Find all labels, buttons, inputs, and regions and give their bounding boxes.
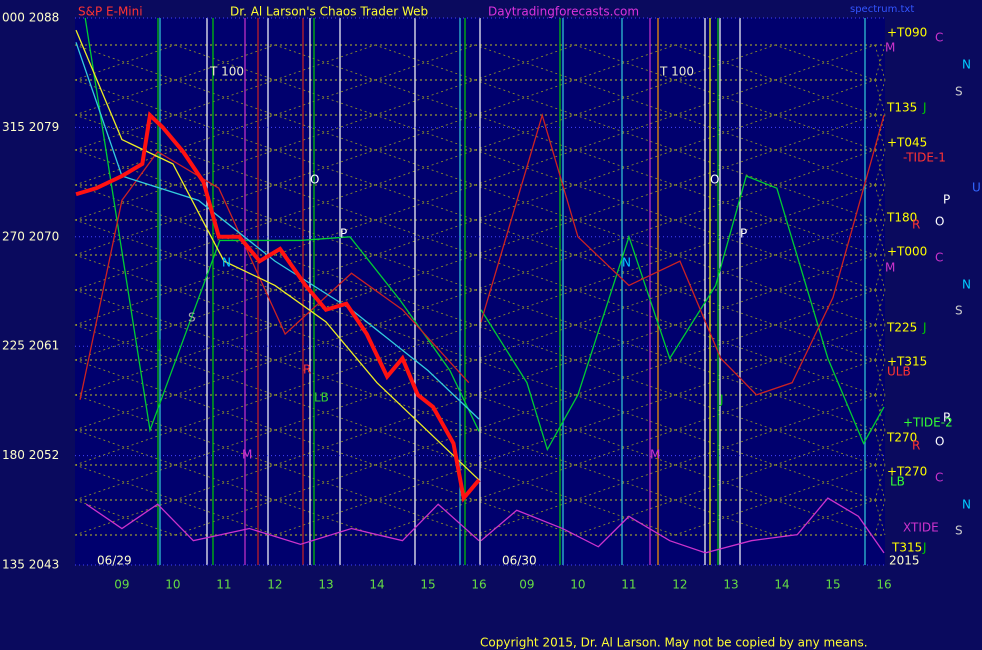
- annotation: R: [303, 363, 311, 377]
- x-tick-label: 15: [825, 578, 840, 592]
- annotation: P: [340, 227, 347, 241]
- annotation: S: [955, 304, 963, 318]
- annotation: C: [935, 471, 943, 485]
- x-tick-label: 13: [318, 578, 333, 592]
- annotation: C: [935, 251, 943, 265]
- x-tick-label: 14: [369, 578, 384, 592]
- annotation: J: [922, 101, 927, 115]
- series-line: [75, 111, 481, 503]
- annotation: N: [962, 58, 971, 72]
- x-tick-label: 15: [420, 578, 435, 592]
- y-tick-label: 180 2052: [2, 448, 59, 462]
- annotation: C: [935, 31, 943, 45]
- site: Daytradingforecasts.com: [488, 5, 639, 19]
- series-line: [85, 503, 480, 546]
- annotation: +T000: [887, 245, 927, 259]
- annotation: N: [222, 256, 231, 270]
- x-tick-label: 12: [672, 578, 687, 592]
- series-line: [79, 150, 470, 400]
- series-line: [75, 29, 480, 481]
- annotation: J: [157, 338, 162, 352]
- x-tick-label: 09: [114, 578, 129, 592]
- annotation: S: [955, 85, 963, 99]
- x-tick-label: 11: [621, 578, 636, 592]
- annotation: T315: [891, 541, 922, 555]
- annotation: XTIDE: [903, 521, 939, 535]
- date-label: 06/30: [502, 554, 537, 568]
- annotation: LB: [890, 475, 905, 489]
- annotation: N: [962, 498, 971, 512]
- x-tick-label: 11: [216, 578, 231, 592]
- y-tick-label: 315 2079: [2, 120, 59, 134]
- annotation: +T045: [887, 136, 927, 150]
- annotation: N: [962, 278, 971, 292]
- annotation: +T090: [887, 26, 927, 40]
- date-label: 06/29: [97, 554, 132, 568]
- annotation: R: [943, 411, 951, 425]
- chart-title: Dr. Al Larson's Chaos Trader Web: [230, 5, 428, 19]
- x-tick-label: 10: [165, 578, 180, 592]
- annotation: +T270: [887, 465, 927, 479]
- annotation: T 100: [209, 65, 244, 79]
- x-tick-label: 13: [723, 578, 738, 592]
- annotation: S: [955, 524, 963, 538]
- annotation: M: [885, 261, 895, 275]
- annotation: M: [885, 41, 895, 55]
- series-line: [480, 112, 885, 396]
- series-line: [84, 17, 480, 433]
- annotation: R: [912, 218, 920, 232]
- annotation: O: [710, 173, 719, 187]
- annotation: N: [622, 256, 631, 270]
- annotation: +TIDE-2: [903, 416, 953, 430]
- annotation: R: [912, 439, 920, 453]
- file-name: spectrum.txt: [850, 4, 914, 15]
- y-tick-label: 225 2061: [2, 339, 59, 353]
- annotation: T135: [886, 101, 917, 115]
- annotation: O: [935, 215, 944, 229]
- series-line: [480, 497, 885, 554]
- annotation: LB: [314, 391, 329, 405]
- annotation: O: [935, 435, 944, 449]
- instrument: S&P E-Mini: [78, 5, 143, 19]
- x-tick-label: 16: [876, 578, 891, 592]
- x-tick-label: 12: [267, 578, 282, 592]
- annotation: J: [922, 541, 927, 555]
- annotation: T 100: [659, 65, 694, 79]
- year-label: 2015: [889, 554, 920, 568]
- x-tick-label: 14: [774, 578, 789, 592]
- x-tick-label: 09: [519, 578, 534, 592]
- annotation: U: [972, 181, 981, 195]
- y-tick-label: 270 2070: [2, 229, 59, 243]
- y-tick-label: 000 2088: [2, 11, 59, 25]
- series-line: [480, 175, 885, 452]
- annotation: P: [943, 193, 950, 207]
- copyright: Copyright 2015, Dr. Al Larson. May not b…: [480, 636, 868, 650]
- annotation: J: [719, 393, 724, 407]
- annotation: T270: [886, 431, 917, 445]
- annotation: S: [188, 311, 196, 325]
- x-tick-label: 10: [570, 578, 585, 592]
- annotation: +T315: [887, 355, 927, 369]
- x-tick-label: 16: [471, 578, 486, 592]
- y-tick-label: 135 2043: [2, 558, 59, 572]
- annotation: T225: [886, 321, 917, 335]
- annotation: T180: [886, 211, 917, 225]
- annotation: J: [922, 321, 927, 335]
- annotation: M: [650, 448, 660, 462]
- annotation: ULB: [887, 365, 911, 379]
- annotation: M: [242, 448, 252, 462]
- annotation: O: [310, 173, 319, 187]
- annotation: P: [740, 227, 747, 241]
- annotation: -TIDE-1: [903, 151, 946, 165]
